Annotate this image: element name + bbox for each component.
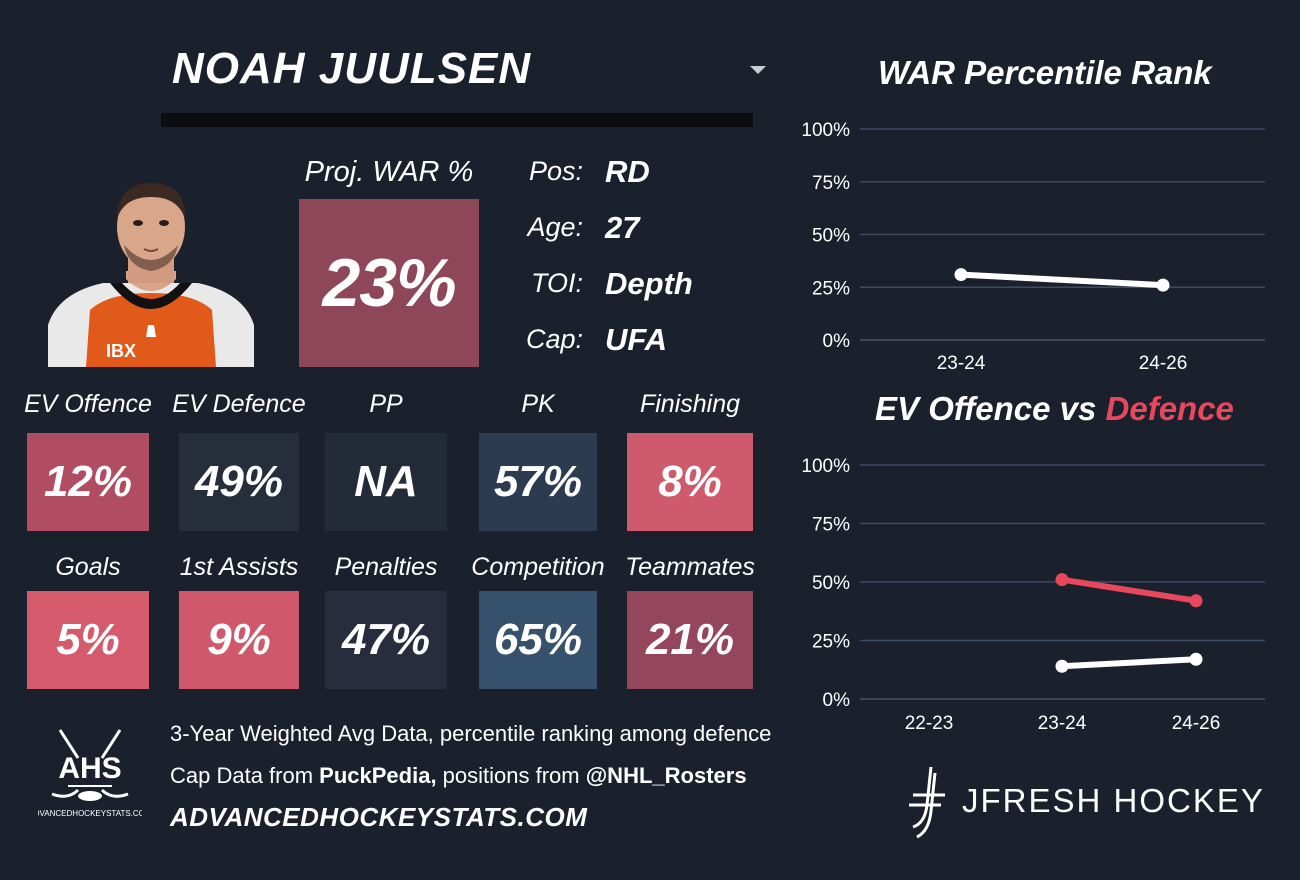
data-point [1189,594,1203,608]
stat-value: 21% [627,591,753,689]
proj-war-label: Proj. WAR % [304,156,474,188]
series-line [1059,656,1199,670]
stat-label: EV Defence [172,390,306,418]
footer-note-data: 3-Year Weighted Avg Data, percentile ran… [170,721,772,746]
info-value: UFA [605,322,667,357]
jfresh-brand: JFRESH HOCKEY [962,782,1265,819]
stat-value: 65% [479,591,597,689]
info-value: Depth [605,266,693,301]
info-label: TOI: [530,268,583,298]
stat-value: 47% [325,591,447,689]
stat-label: PK [521,390,555,418]
chart-war-title: WAR Percentile Rank [878,54,1212,91]
series-line [1059,576,1199,604]
info-label: Cap: [525,324,583,354]
x-tick-label: 24-26 [1172,713,1221,734]
stat-label: Goals [55,553,121,581]
y-tick-label: 50% [812,573,850,594]
stat-value: 12% [27,433,149,531]
stat-label: Penalties [334,553,438,581]
name-underline [161,113,753,127]
footer-note-prefix: Cap Data from [170,763,320,788]
y-tick-label: 75% [812,173,850,194]
stat-value: 5% [27,591,149,689]
info-label: Age: [527,212,583,242]
site-url-link[interactable]: ADVANCEDHOCKEYSTATS.COM [170,802,588,832]
data-point [1156,278,1170,292]
nhl-rosters-link[interactable]: @NHL_Rosters [585,763,747,788]
stat-label: PP [369,390,403,418]
jfresh-logo-icon [909,766,945,839]
player-dropdown-icon[interactable] [750,66,766,74]
stat-value: 8% [627,433,753,531]
chart-ev-offence-defence: 0% 25% 50% 75% 100% 22-23 23-24 24-26 [801,456,1265,734]
chart-ev-title: EV Offence vs Defence [875,390,1234,428]
jersey-sponsor-text: IBX [106,341,136,361]
y-tick-label: 0% [823,331,851,352]
stat-label: Competition [471,553,605,581]
stat-label: Teammates [625,553,755,581]
series-line [958,271,1166,289]
y-tick-label: 0% [823,690,851,711]
data-point [954,268,968,282]
y-tick-label: 75% [812,515,850,536]
puckpedia-link[interactable]: PuckPedia, [319,763,437,788]
x-tick-label: 23-24 [937,353,986,374]
player-headshot: IBX [48,175,254,367]
x-tick-label: 22-23 [905,713,954,734]
y-tick-label: 25% [812,632,850,653]
x-tick-label: 24-26 [1139,353,1188,374]
ahs-logo-text: AHS [58,752,121,785]
proj-war-value: 23% [299,199,479,367]
data-point [1055,573,1069,587]
info-value: 27 [605,210,640,245]
stat-value: 57% [479,433,597,531]
chart-ev-title-defence: Defence [1105,390,1234,427]
x-tick-label: 23-24 [1038,713,1087,734]
ahs-logo: AHS ADVANCEDHOCKEYSTATS.COM [38,729,142,818]
chart-ev-title-offence: EV Offence vs [875,390,1106,427]
data-point [1189,652,1203,666]
stat-value: 49% [179,433,299,531]
y-tick-label: 50% [812,226,850,247]
chart-war-percentile: 0% 25% 50% 75% 100% 23-24 24-26 [801,120,1265,374]
footer-note-sources: Cap Data from PuckPedia, positions from … [170,763,747,789]
player-name: NOAH JUULSEN [172,44,532,93]
footer-note-mid: positions from [436,763,586,788]
stat-value: 9% [179,591,299,689]
ahs-logo-subtext: ADVANCEDHOCKEYSTATS.COM [38,809,142,818]
y-tick-label: 100% [801,456,850,477]
stat-label: 1st Assists [179,553,299,581]
data-point [1055,659,1069,673]
y-tick-label: 100% [801,120,850,141]
y-tick-label: 25% [812,278,850,299]
stat-label: Finishing [639,390,741,418]
info-label: Pos: [528,156,583,186]
stat-label: EV Offence [24,390,152,418]
stat-value: NA [325,433,447,531]
info-value: RD [605,154,650,189]
